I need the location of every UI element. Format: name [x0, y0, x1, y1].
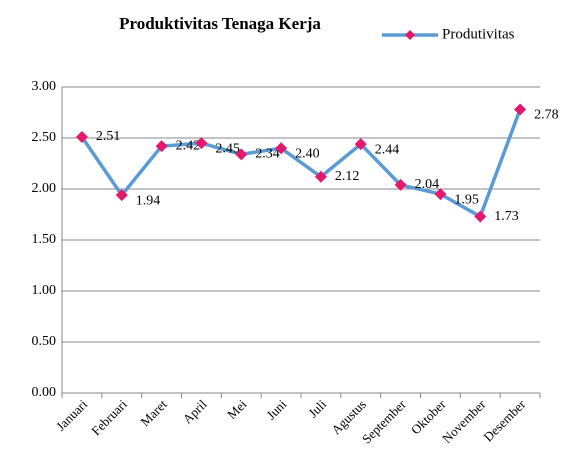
legend-marker [405, 30, 415, 40]
marker [354, 138, 367, 151]
data-label: 2.40 [295, 146, 320, 161]
marker [394, 178, 407, 191]
data-label: 2.04 [415, 177, 440, 192]
x-tick-label: Desember [480, 396, 528, 444]
x-tick-label: Juni [263, 396, 289, 422]
y-tick-label: 0.00 [32, 385, 57, 400]
marker [75, 130, 88, 143]
marker [434, 188, 447, 201]
data-label: 2.44 [375, 142, 400, 157]
data-label: 1.73 [494, 209, 519, 224]
x-tick-label: Juli [305, 396, 329, 420]
data-label: 2.45 [215, 141, 240, 156]
y-tick-label: 0.50 [32, 334, 57, 349]
marker [314, 170, 327, 183]
data-label: 2.78 [534, 108, 559, 123]
data-label: 2.12 [335, 169, 360, 184]
series-line [80, 108, 522, 220]
x-tick-label: Mei [224, 396, 250, 422]
marker [275, 142, 288, 155]
x-tick-label: Maret [137, 396, 170, 429]
marker [514, 103, 527, 116]
data-label: 1.95 [454, 192, 479, 207]
y-tick-label: 2.50 [32, 130, 57, 145]
x-tick-label: April [180, 396, 210, 426]
data-label: 2.51 [96, 129, 121, 144]
y-tick-label: 1.00 [32, 283, 57, 298]
y-tick-label: 2.00 [32, 181, 57, 196]
marker [474, 210, 487, 223]
marker [155, 140, 168, 153]
x-tick-label: September [359, 396, 409, 446]
marker [195, 137, 208, 150]
x-tick-label: Februari [88, 396, 130, 438]
x-tick-label: Januari [53, 396, 90, 433]
x-tick-label: November [439, 396, 489, 446]
marker [235, 148, 248, 161]
data-label: 2.34 [255, 147, 280, 162]
marker [115, 189, 128, 202]
y-tick-label: 3.00 [32, 79, 57, 94]
y-tick-label: 1.50 [32, 232, 57, 247]
legend-label: Produtivitas [442, 26, 515, 42]
data-label: 1.94 [136, 193, 161, 208]
data-label: 2.42 [176, 138, 201, 153]
chart-title: Produktivitas Tenaga Kerja [119, 14, 321, 33]
